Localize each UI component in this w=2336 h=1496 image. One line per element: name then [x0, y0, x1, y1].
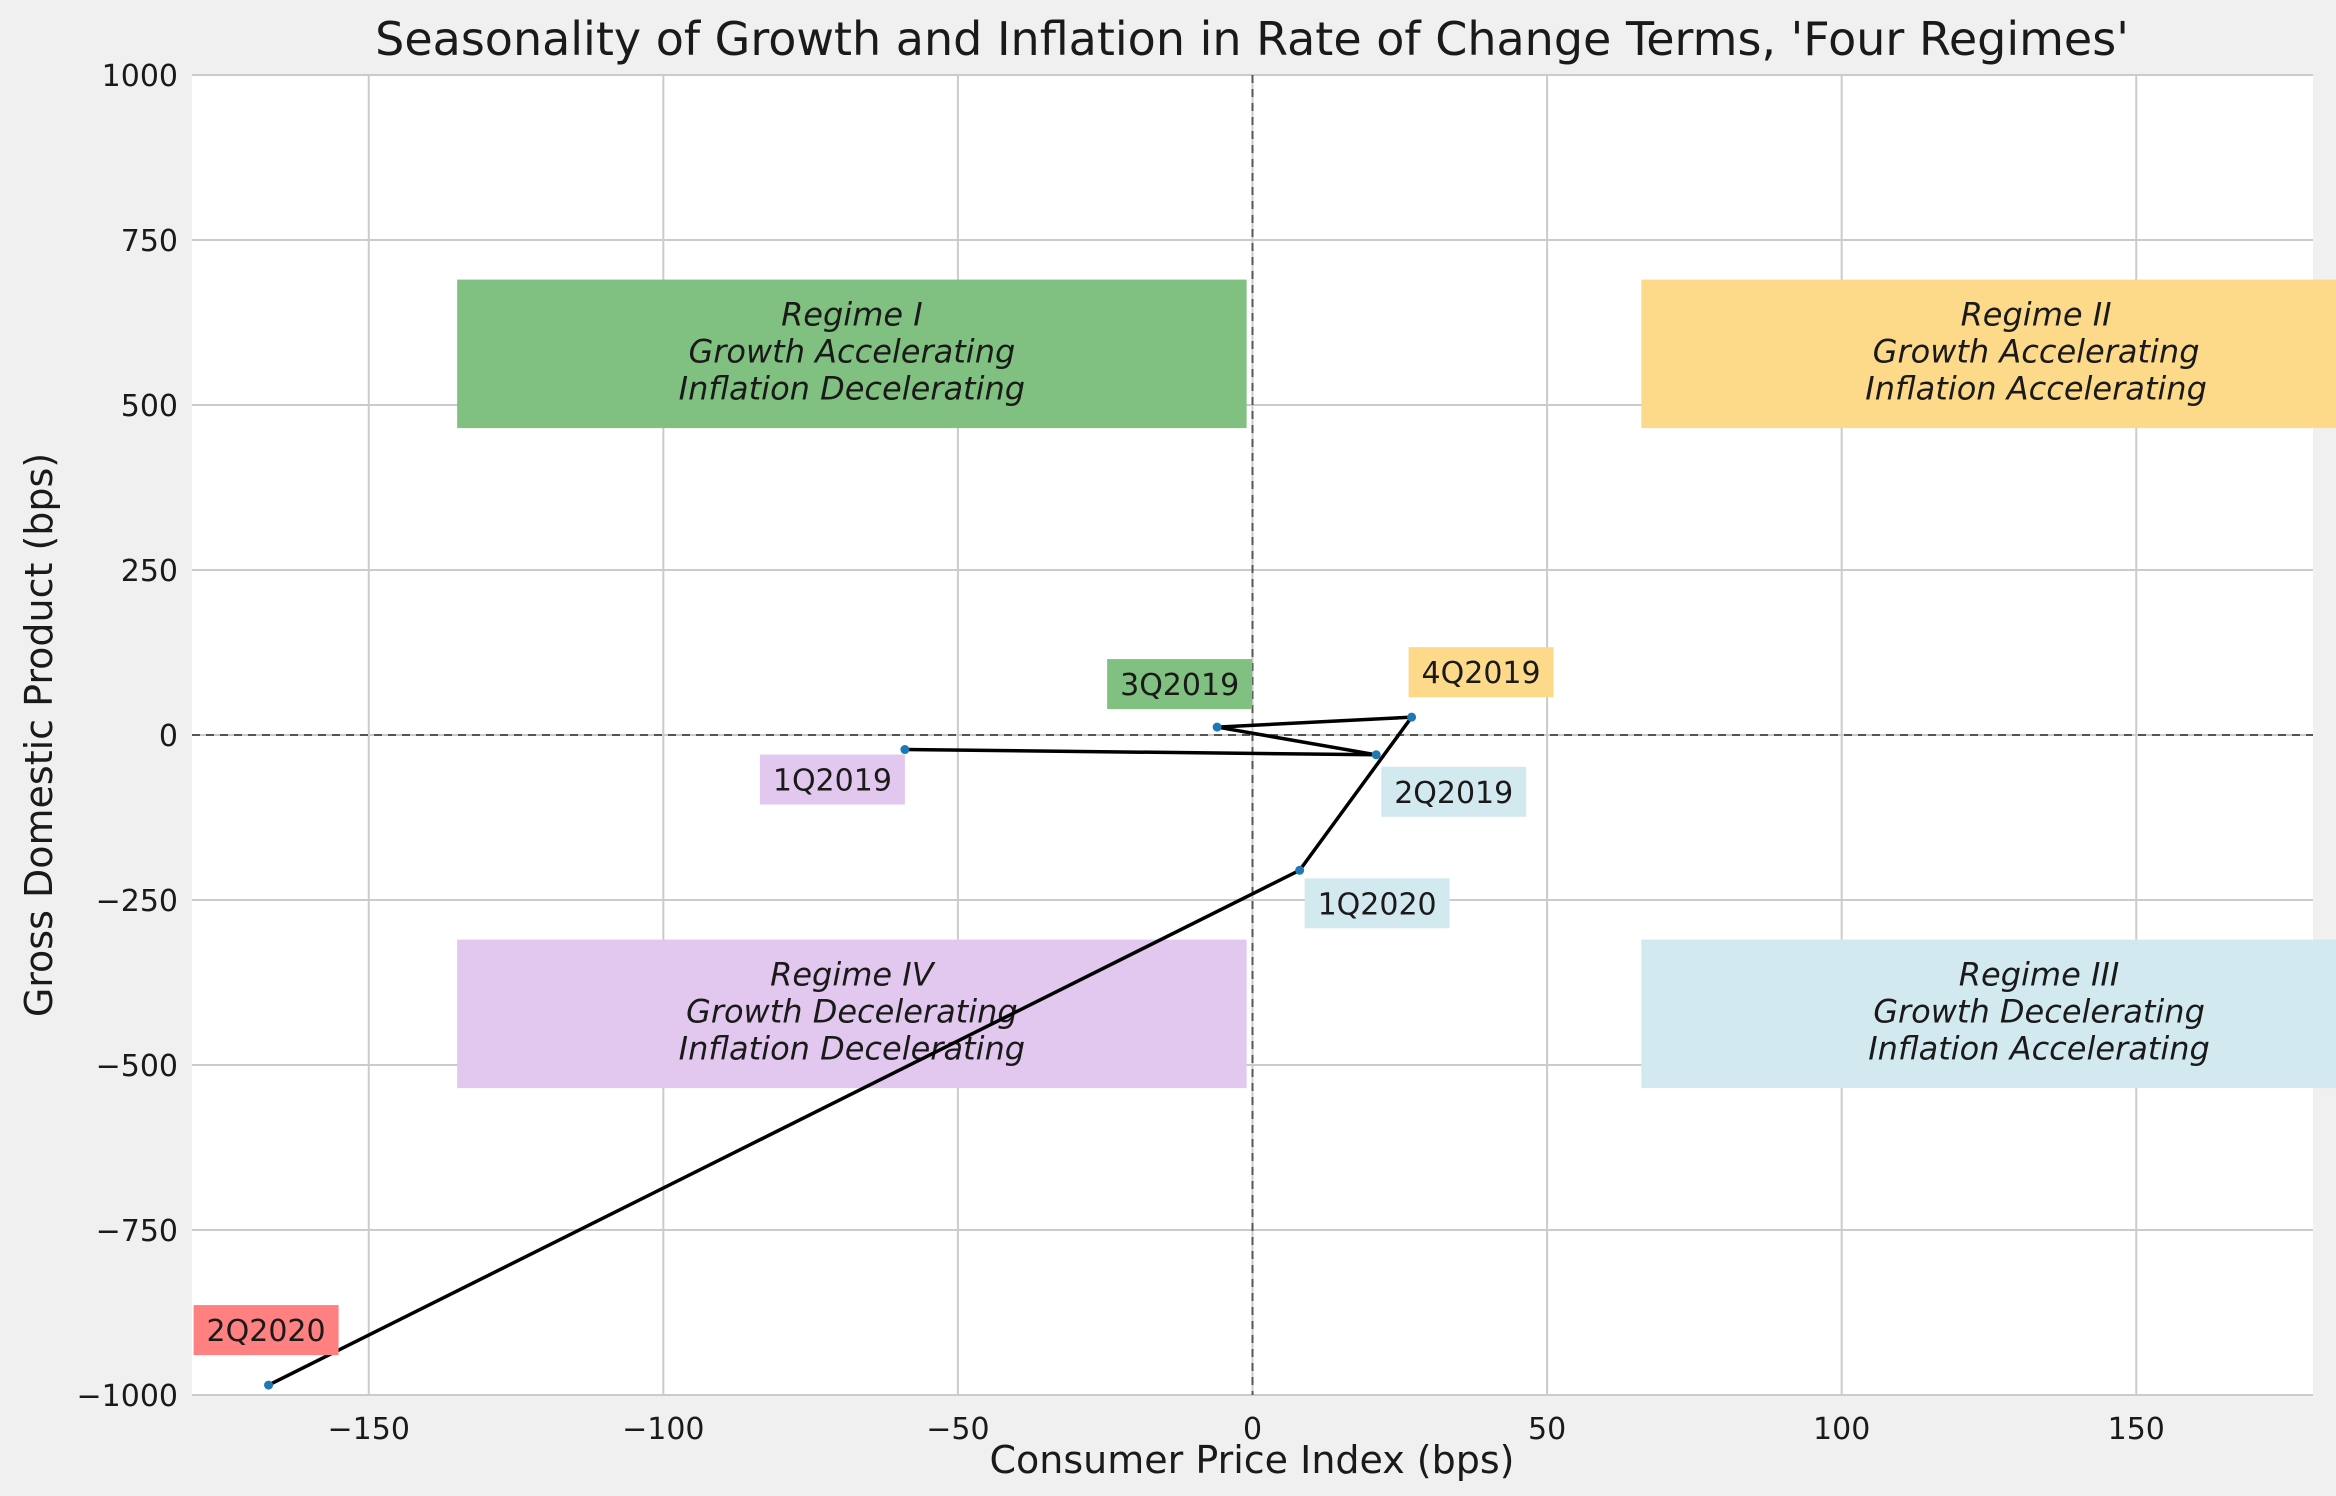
point-labels: 1Q2019 2Q2019 3Q2019 4Q2019 1Q2020 2Q2020 — [193, 647, 1554, 1356]
y-tick-label: 1000 — [102, 59, 178, 94]
data-point — [1407, 712, 1417, 722]
y-tick-label: 750 — [121, 224, 178, 259]
regime-text: Growth Accelerating — [1873, 333, 2200, 371]
series-line — [267, 715, 1416, 1387]
point-label-box — [1107, 659, 1253, 710]
regime-box — [457, 279, 1247, 429]
data-point — [900, 745, 910, 755]
x-tick-label: 150 — [2108, 1412, 2165, 1447]
x-tick-label: −100 — [622, 1412, 704, 1447]
point-label-box — [193, 1305, 339, 1356]
regime-text: Regime I — [781, 296, 923, 334]
point-label-box — [1408, 647, 1554, 698]
x-tick-labels: −150 −100 −50 0 50 100 150 — [328, 1412, 2165, 1447]
point-label: 1Q2020 — [1318, 887, 1437, 922]
point-label-box — [1304, 878, 1450, 929]
regime-text: Inflation Accelerating — [1865, 370, 2207, 408]
y-tick-label: −1000 — [77, 1379, 178, 1414]
x-tick-label: −50 — [926, 1412, 989, 1447]
x-axis-label: Consumer Price Index (bps) — [989, 1438, 1514, 1482]
x-tick-label: −150 — [328, 1412, 410, 1447]
regime-text: Regime III — [1959, 956, 2119, 994]
regime-text: Inflation Accelerating — [1868, 1030, 2210, 1068]
y-tick-label: 250 — [121, 554, 178, 589]
y-axis-label: Gross Domestic Product (bps) — [17, 453, 61, 1017]
point-label: 2Q2019 — [1394, 776, 1513, 811]
x-tick-label: 100 — [1813, 1412, 1870, 1447]
regime-text: Growth Decelerating — [686, 993, 1018, 1031]
y-tick-label: 500 — [121, 389, 178, 424]
regime-text: Growth Decelerating — [1873, 993, 2205, 1031]
y-tick-label: 0 — [159, 719, 178, 754]
x-tick-label: 50 — [1528, 1412, 1566, 1447]
point-label: 1Q2019 — [773, 764, 892, 799]
regime-text: Regime IV — [770, 956, 936, 994]
regime-text: Inflation Decelerating — [679, 1030, 1025, 1068]
y-tick-label: −250 — [96, 884, 178, 919]
data-point — [1371, 750, 1381, 760]
data-point — [1295, 865, 1305, 875]
point-label-box — [759, 754, 905, 805]
regime-text: Growth Accelerating — [688, 333, 1015, 371]
point-label: 4Q2019 — [1422, 656, 1541, 691]
data-point — [264, 1380, 274, 1390]
point-label-box — [1381, 766, 1527, 817]
regime-box — [1641, 279, 2336, 429]
x-tick-label: 0 — [1243, 1412, 1262, 1447]
y-tick-label: −500 — [96, 1049, 178, 1084]
regime-text: Regime II — [1961, 296, 2112, 334]
chart-title: Seasonality of Growth and Inflation in R… — [375, 12, 2129, 66]
y-tick-label: −750 — [96, 1214, 178, 1249]
series — [264, 712, 1417, 1390]
regime-box — [1641, 939, 2336, 1089]
data-point — [1212, 722, 1222, 732]
regime-text: Inflation Decelerating — [679, 370, 1025, 408]
point-label: 3Q2019 — [1120, 668, 1239, 703]
point-label: 2Q2020 — [207, 1314, 326, 1349]
y-tick-labels: −1000 −750 −500 −250 0 250 500 750 1000 — [77, 59, 178, 1414]
